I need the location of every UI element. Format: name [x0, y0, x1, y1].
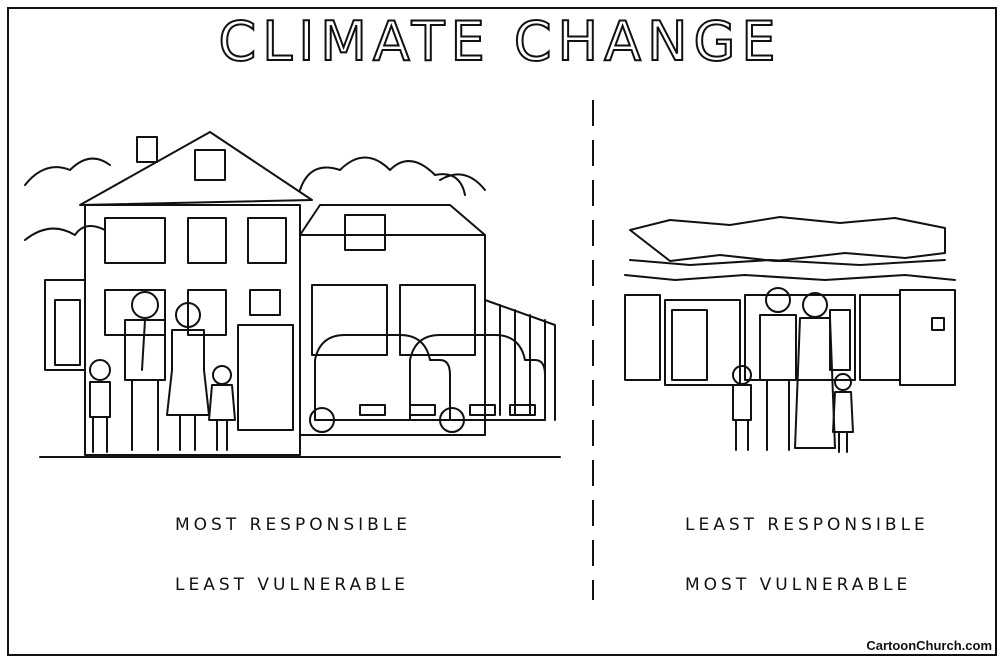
left-caption-1: MOST RESPONSIBLE: [175, 515, 411, 535]
credit: CartoonChurch.com: [866, 638, 992, 653]
title: CLIMATE CHANGE: [219, 10, 782, 73]
left-caption-2: LEAST VULNERABLE: [175, 575, 409, 595]
right-caption-2: MOST VULNERABLE: [685, 575, 911, 595]
right-caption-1: LEAST RESPONSIBLE: [685, 515, 929, 535]
cartoon: CLIMATE CHANGE: [0, 0, 1005, 663]
frame: [8, 8, 996, 655]
